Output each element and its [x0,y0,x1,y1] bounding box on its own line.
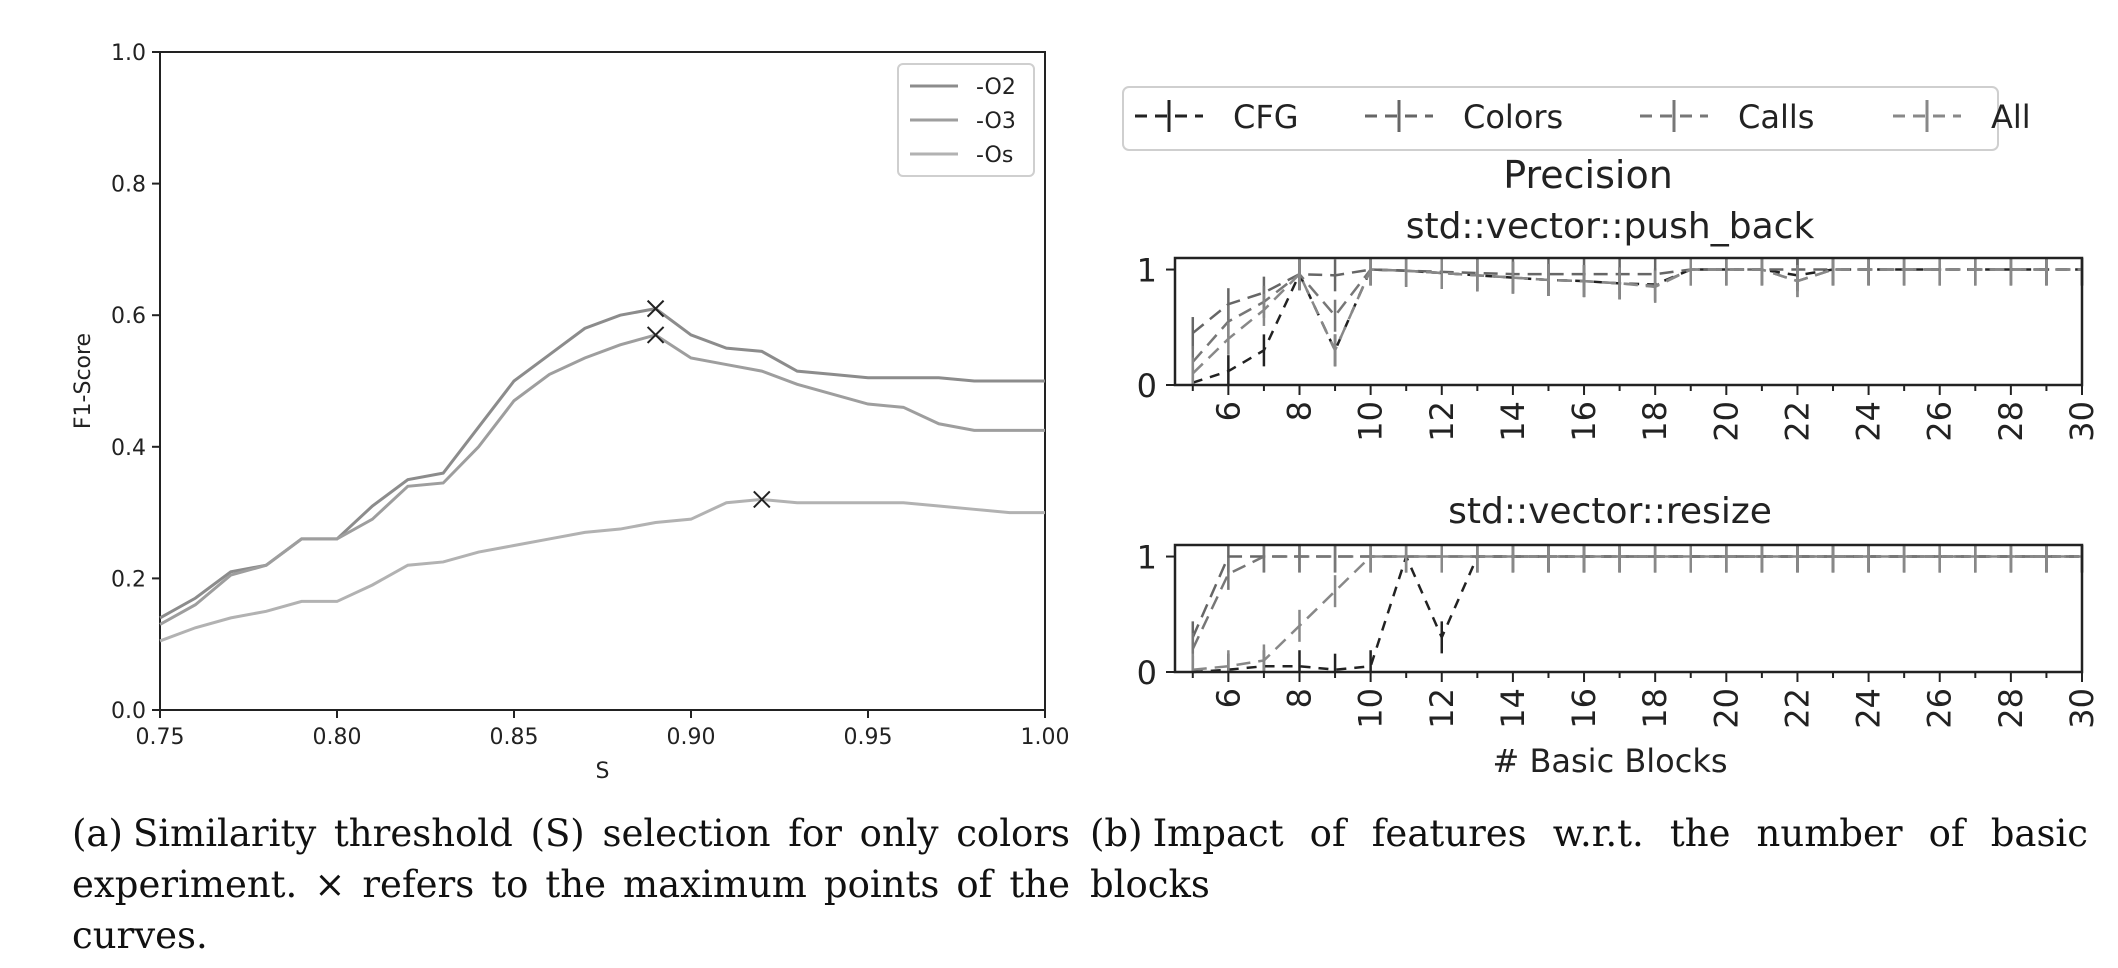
subplot-xtick-label: 28 [1992,688,2030,729]
chart-a-xtick-label: 0.95 [844,725,893,750]
subplot-xtick-label: 16 [1565,688,1603,729]
subplot-series-line [1191,555,2082,650]
subplot-xtick-label: 18 [1636,688,1674,729]
chart-a-max-marker [753,490,771,509]
subplot-xtick-label: 20 [1707,401,1745,442]
chart-a-series-line [159,307,1045,620]
subplot-xtick-label: 20 [1707,688,1745,729]
subplot-series-line [1191,268,2082,375]
chart-a-legend-box [897,63,1035,177]
chart-a-ylabel: F1-Score [71,333,96,429]
subplot-ytick-label: 0 [1137,367,1157,405]
chart-a-legend-label: -O3 [976,109,1016,134]
subplot-frame [1173,543,2084,674]
subplot-xtick-label: 10 [1352,688,1390,729]
subplot-xtick-label: 14 [1494,401,1532,442]
chart-a-ytick-label: 0.6 [111,304,146,329]
subplot-xtick-label: 26 [1921,688,1959,729]
subplot-xtick-label: 10 [1352,401,1390,442]
subplot-ytick-label: 0 [1137,654,1157,692]
chart-a-series-line [159,497,1045,643]
subplot-series-line [1191,268,2082,363]
subplot-series-line [1191,268,2082,335]
chart-a-max-marker [646,326,665,344]
subplot-xtick-label: 8 [1280,401,1318,421]
subplot-ytick-label: 1 [1137,252,1157,290]
subplot-xtick-label: 24 [1850,401,1888,442]
chart-a-xlabel: S [596,759,610,784]
caption-b-label: (b) [1090,812,1143,855]
chart-a-legend: -O2 -O3 -Os [897,63,1035,177]
figure: 0.75 0.80 0.85 0.90 0.95 1.000.00.20.40.60.81… [71,41,2101,784]
chart-a-xtick-label: 0.75 [136,725,185,750]
chart-a-legend-label: -Os [976,143,1013,168]
subplot-xtick-label: 30 [2063,401,2101,442]
chart-a-max-cross [646,326,665,344]
subplot-xtick-label: 6 [1209,401,1247,421]
chart-b-legend-label: Calls [1738,98,1814,136]
chart-a-xtick-label: 0.80 [313,725,362,750]
subplot-xtick-label: 26 [1921,401,1959,442]
chart-a-max-cross [646,299,665,318]
chart-a-ytick-label: 1.0 [111,41,146,66]
subplot-xtick-label: 12 [1423,688,1461,729]
chart-a-xtick-label: 0.90 [667,725,716,750]
subplot-title: std::vector::push_back [1406,206,1815,247]
chart-a-ytick-label: 0.0 [111,699,146,724]
subplot-xtick-label: 24 [1850,688,1888,729]
subplot-xtick-label: 8 [1280,688,1318,708]
caption-a-text: Similarity threshold (S) selection for o… [72,812,1070,957]
chart-b-legend: CFG Colors Calls All [1122,86,2031,151]
subplot-frame [1173,256,2084,387]
subplot-title: std::vector::resize [1448,491,1772,532]
chart-a-max-marker [646,299,665,318]
subplot-series-line [1192,268,2082,384]
caption-b: (b) Impact of features w.r.t. the number … [1090,808,2088,910]
chart-a-xtick-label: 0.85 [490,725,539,750]
caption-b-text: Impact of features w.r.t. the number of … [1090,812,2088,906]
subplot-series-line [1191,555,2082,638]
chart-b-legend-label: CFG [1233,98,1299,136]
chart-b-title: Precision [1503,153,1673,197]
caption-a: (a) Similarity threshold (S) selection fo… [72,808,1070,961]
chart-a-legend-label: -O2 [976,75,1016,100]
subplot-xtick-label: 14 [1494,688,1532,729]
subplot-xtick-label: 28 [1992,401,2030,442]
chart-a-max-cross [753,490,771,509]
chart-a-ytick-label: 0.4 [111,436,146,461]
subplot-series-line [1192,555,2082,671]
chart-a: 0.75 0.80 0.85 0.90 0.95 1.00 0.0 0.2 0.4 0.6 0.8 1… [71,41,1069,784]
subplot-ytick-label: 1 [1137,539,1157,577]
chart-b-xlabel: # Basic Blocks [1492,742,1727,780]
chart-b: CFG Colors Calls All Precision std::vector:… [1122,86,2101,780]
caption-a-label: (a) [72,812,123,855]
subplot-xtick-label: 12 [1423,401,1461,442]
subplot-xtick-label: 6 [1209,688,1247,708]
subplot-xtick-label: 30 [2063,688,2101,729]
subplot-xtick-label: 22 [1778,688,1816,729]
chart-b-legend-box [1122,86,1999,151]
chart-b-legend-label: All [1991,98,2031,136]
subplot-series-line [1192,553,2082,674]
subplot-xtick-label: 18 [1636,401,1674,442]
chart-a-xtick-label: 1.00 [1021,725,1070,750]
chart-a-series-line [159,333,1045,626]
chart-a-ytick-label: 0.8 [111,173,146,198]
subplot-xtick-label: 22 [1778,401,1816,442]
subplot-xtick-label: 16 [1565,401,1603,442]
chart-a-ytick-label: 0.2 [111,567,146,592]
chart-b-legend-label: Colors [1463,98,1563,136]
